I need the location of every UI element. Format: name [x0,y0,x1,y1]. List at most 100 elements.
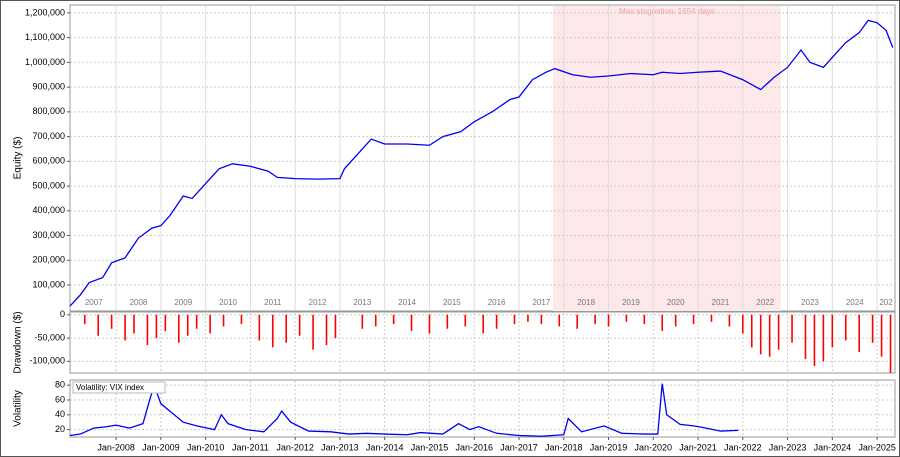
year-label: 2022 [756,298,774,307]
y-tick-label: 900,000 [32,82,65,92]
drawdown-bar [643,314,646,325]
drawdown-bar [410,314,413,332]
drawdown-bar [777,314,780,350]
drawdown-bar [513,314,516,325]
y-tick-label: 400,000 [32,205,65,215]
drawdown-bar [195,314,198,329]
year-label: 202 [879,298,893,307]
drawdown-bar [186,314,189,336]
drawdown-bar [271,314,274,348]
x-tick-label: Jan-2024 [814,442,852,452]
drawdown-bar [428,314,431,334]
drawdown-bar [791,314,793,343]
drawdown-bar [750,314,753,348]
x-tick-label: Jan-2013 [321,442,359,452]
drawdown-bar [558,314,561,327]
drawdown-bar [822,314,825,362]
y-tick-label: 300,000 [32,230,65,240]
drawdown-bar [374,314,377,327]
year-label: 2023 [801,298,819,307]
drawdown-bar [692,314,695,325]
drawdown-bar [844,314,847,341]
x-tick-label: Jan-2019 [590,442,628,452]
drawdown-bar [146,314,149,346]
drawdown-bar [240,314,243,325]
drawdown-bar [768,314,771,357]
year-label: 2020 [667,298,685,307]
drawdown-bar [576,314,578,329]
year-label: 2008 [130,298,148,307]
x-tick-label: Jan-2023 [769,442,807,452]
legend-box [72,381,166,394]
drawdown-bar [804,314,807,360]
y-tick-label: -50,000 [34,332,65,342]
drawdown-bar [298,314,301,336]
drawdown-bar [285,314,288,343]
drawdown-bar [124,314,126,341]
drawdown-bar [164,314,167,332]
drawdown-bar [661,314,664,332]
y-tick-label: 100,000 [32,279,65,289]
x-tick-label: Jan-2011 [232,442,269,452]
x-tick-label: Jan-2015 [411,442,449,452]
drawdown-bar [495,314,498,329]
drawdown-bar [889,314,892,373]
year-label: 2019 [622,298,640,307]
year-label: 2012 [309,298,327,307]
drawdown-bar [710,314,713,322]
x-tick-label: Jan-2020 [635,442,673,452]
x-tick-label: Jan-2010 [187,442,225,452]
year-label: 2021 [712,298,730,307]
drawdown-bar [607,314,610,327]
drawdown-bar [871,314,874,343]
drawdown-bar [177,314,180,343]
drawdown-bar [880,314,883,357]
year-label: 2007 [85,298,103,307]
drawdown-bar [83,314,86,325]
y-tick-label: 20 [55,424,65,434]
x-tick-label: Jan-2021 [679,442,717,452]
drawdown-bar [742,314,744,334]
drawdown-bar [831,314,834,348]
drawdown-bar [334,314,337,339]
drawdown-bar [858,314,860,353]
y-axis-title: Volatility [13,390,24,427]
y-tick-label: 1,000,000 [25,57,65,67]
drawdown-bar [813,314,816,367]
year-label: 2010 [219,298,237,307]
year-label: 2016 [488,298,506,307]
x-tick-label: Jan-2017 [500,442,538,452]
year-label: 2024 [846,298,864,307]
year-label: 2011 [264,298,282,307]
drawdown-bar [540,314,543,325]
drawdown-bar [97,314,100,336]
stagnation-label: Max stagnation: 1654 days [619,7,715,16]
drawdown-bar [312,314,314,350]
drawdown-bar [625,314,628,322]
drawdown-bar [209,314,211,334]
y-tick-label: 60 [55,394,65,404]
x-tick-label: Jan-2012 [276,442,314,452]
x-tick-label: Jan-2014 [366,442,404,452]
y-tick-label: 500,000 [32,180,65,190]
y-axis-title: Drawdown ($) [13,311,24,373]
year-label: 2013 [353,298,371,307]
drawdown-bar [325,314,328,346]
y-tick-label: 0 [60,309,65,319]
y-tick-label: 1,200,000 [25,7,65,17]
year-label: 2018 [577,298,595,307]
legend-label: Volatility: VIX index [76,383,144,392]
year-label: 2009 [174,298,192,307]
data-line [69,19,894,307]
y-tick-label: 1,100,000 [25,32,65,42]
drawdown-bar [759,314,762,355]
year-label: 2017 [532,298,550,307]
drawdown-bar [222,314,225,327]
drawdown-bar [392,314,395,325]
y-tick-label: 80 [55,380,65,390]
x-tick-label: Jan-2018 [545,442,583,452]
y-tick-label: 40 [55,409,65,419]
drawdown-bar [110,314,113,329]
drawdown-bar [258,314,261,341]
